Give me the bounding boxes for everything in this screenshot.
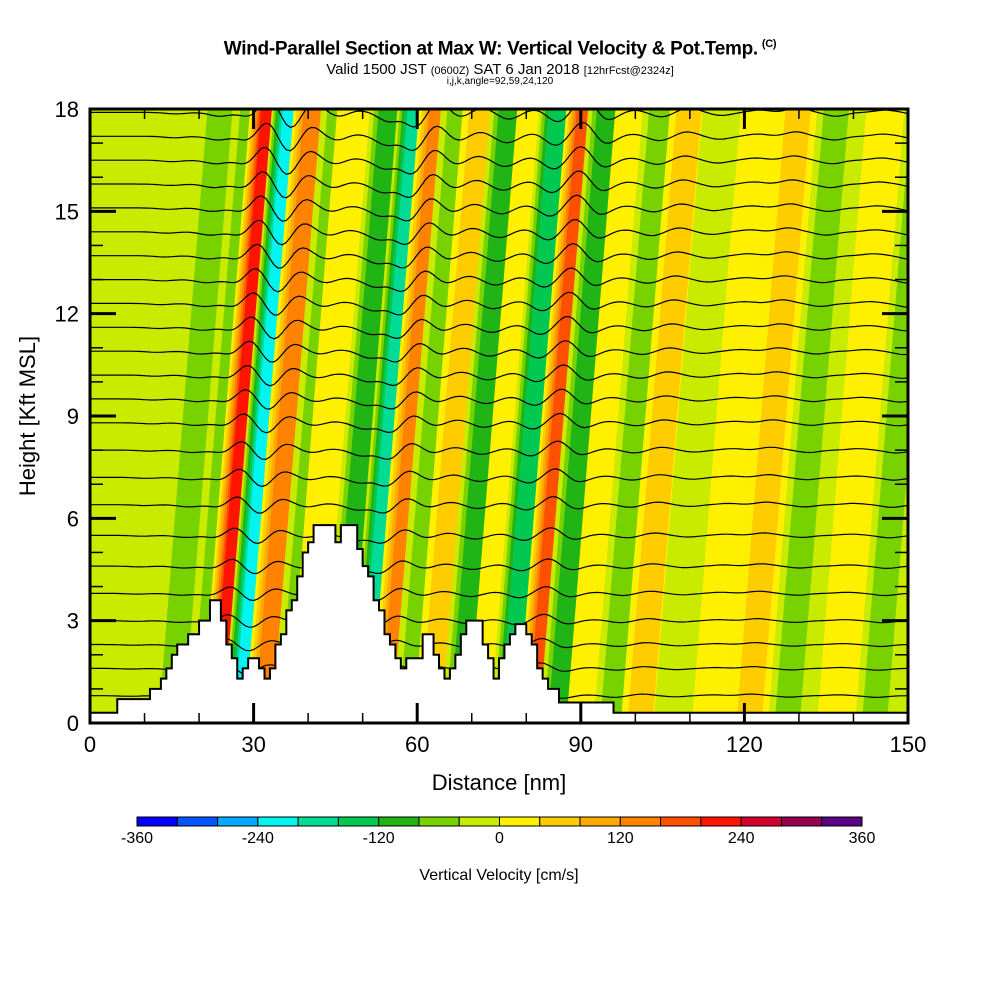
colorbar-tick-label: -240: [242, 830, 274, 847]
isentrope-line: [90, 586, 908, 602]
y-tick-label: 18: [55, 97, 79, 122]
y-tick-label: 15: [55, 199, 79, 224]
colorbar-segment: [700, 816, 742, 827]
colorbar-tick-label: 360: [849, 830, 876, 847]
velocity-band: [254, 109, 323, 723]
isentrope-line: [90, 291, 908, 316]
colorbar-segment: [217, 816, 259, 827]
chart-title: Wind-Parallel Section at Max W: Vertical…: [0, 38, 1000, 60]
colorbar-segment: [378, 816, 420, 827]
y-tick-label: 12: [55, 302, 79, 327]
velocity-band: [449, 109, 520, 723]
colorbar-tick-label: 120: [607, 830, 634, 847]
colorbar-segment: [257, 816, 299, 827]
colorbar-segment: [660, 816, 702, 827]
isentrope-line: [90, 315, 908, 340]
colorbar-segment: [136, 816, 178, 827]
x-tick-label: 30: [241, 732, 265, 757]
title-text: Wind-Parallel Section at Max W: Vertical…: [223, 38, 758, 60]
y-tick-label: 0: [67, 711, 79, 736]
isentrope-line: [90, 527, 908, 545]
copyright-mark: (C): [761, 38, 777, 50]
isentrope-line: [90, 440, 908, 461]
isentrope-line: [90, 242, 908, 269]
colorbar-tick-label: -120: [363, 830, 395, 847]
colorbar-segment: [297, 816, 339, 827]
isentrope-line: [90, 109, 908, 129]
isentrope-line: [90, 145, 908, 175]
velocity-band: [627, 109, 702, 723]
velocity-band: [653, 109, 741, 723]
velocity-band: [420, 109, 495, 723]
colorbar-segment: [619, 816, 662, 827]
y-tick-label: 6: [67, 506, 79, 531]
isentrope-line: [90, 558, 908, 575]
x-axis: 0 30 60 90 120 150: [84, 109, 926, 757]
plot-area: [90, 109, 908, 723]
isentrope-line: [90, 388, 908, 410]
colorbar-tick-label: 0: [495, 830, 504, 847]
x-tick-label: 150: [890, 732, 927, 757]
velocity-band: [158, 109, 233, 723]
velocity-band: [774, 109, 849, 723]
colorbar-segment: [780, 816, 823, 827]
colorbar-tick-label: -360: [121, 830, 153, 847]
colorbar-segment: [418, 816, 460, 827]
colorbar-segment: [337, 816, 380, 827]
chart-subtitle-indices: i,j,k,angle=92,59,24,120: [446, 76, 554, 87]
valid-date: SAT 6 Jan 2018: [473, 61, 580, 78]
y-axis: 0 3 6 9 12 15 18: [55, 97, 908, 736]
forecast-info: [12hrFcst@2324z]: [583, 65, 674, 77]
velocity-band: [547, 109, 618, 723]
colorbar-segment: [458, 816, 501, 827]
velocity-band: [108, 109, 196, 723]
colorbar: -360 -240 -120 0 120 240 360: [121, 816, 876, 847]
x-tick-label: 120: [726, 732, 763, 757]
y-tick-label: 3: [67, 609, 79, 634]
velocity-band: [691, 109, 780, 723]
isentrope-line: [90, 194, 908, 222]
colorbar-tick-label: 240: [728, 830, 755, 847]
velocity-band: [600, 109, 675, 723]
velocity-band: [736, 109, 811, 723]
isentrope-line: [90, 170, 908, 199]
y-axis-label: Height [Kft MSL]: [15, 336, 40, 496]
isentrope-line: [90, 412, 908, 434]
colorbar-segment: [579, 816, 621, 827]
terrain: [90, 524, 908, 723]
isentrope-line: [90, 364, 908, 387]
colorbar-segment: [499, 816, 541, 827]
velocity-band: [817, 109, 905, 723]
chart-subtitle: Valid 1500 JST (0600Z) SAT 6 Jan 2018 [1…: [0, 61, 1000, 78]
isentrope-line: [90, 340, 908, 363]
isentrope-line: [90, 613, 908, 628]
isentrope-line: [90, 122, 908, 152]
colorbar-segment: [176, 816, 219, 827]
valid-time: Valid 1500 JST: [326, 61, 427, 78]
x-axis-label: Distance [nm]: [432, 770, 567, 795]
isentrope-line: [90, 468, 908, 488]
velocity-band: [861, 146, 908, 723]
isentrope-line: [90, 267, 908, 293]
x-tick-label: 60: [405, 732, 429, 757]
y-tick-label: 9: [67, 404, 79, 429]
isentrope-line: [90, 495, 908, 514]
utc-time: (0600Z): [430, 65, 470, 77]
terrain-profile: [90, 524, 908, 723]
isentrope-line: [90, 218, 908, 246]
x-tick-label: 90: [569, 732, 593, 757]
colorbar-segment: [539, 816, 581, 827]
colorbar-title: Vertical Velocity [cm/s]: [419, 867, 578, 884]
colorbar-segment: [821, 816, 863, 827]
x-tick-label: 0: [84, 732, 96, 757]
colorbar-segment: [740, 816, 782, 827]
